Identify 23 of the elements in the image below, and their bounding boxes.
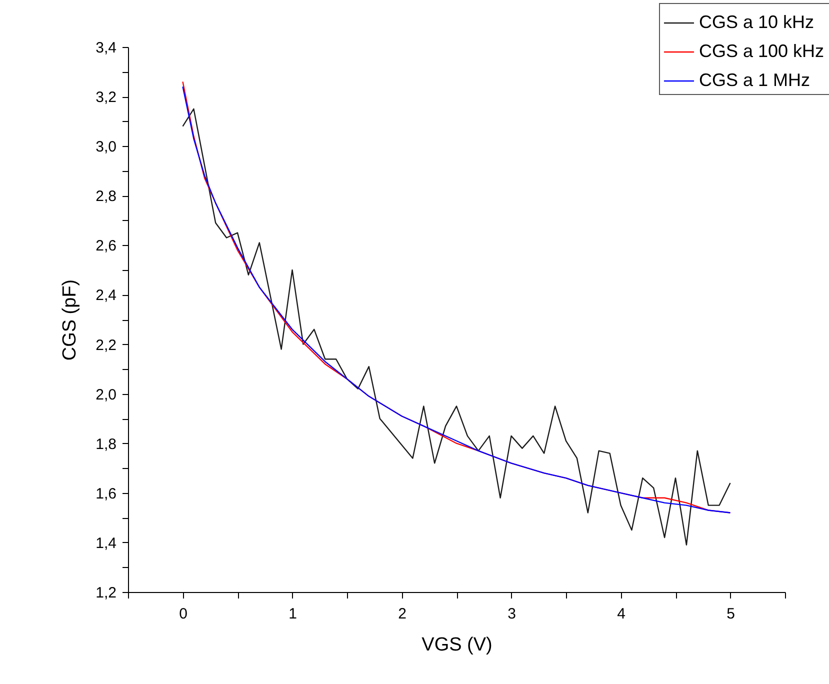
x-tick-label: 0 <box>179 606 188 622</box>
y-tick-label: 3,2 <box>96 89 116 106</box>
legend-label: CGS a 100 kHz <box>699 41 824 61</box>
x-tick-label: 3 <box>508 606 516 622</box>
y-tick-label: 2,4 <box>96 287 116 304</box>
legend-label: CGS a 10 kHz <box>699 12 814 32</box>
y-tick-label: 1,6 <box>96 485 116 502</box>
y-tick-label: 1,4 <box>96 534 116 552</box>
y-tick-label: 2,6 <box>96 238 116 255</box>
y-tick-label: 2,0 <box>96 386 116 404</box>
x-tick-label: 2 <box>398 606 406 622</box>
y-tick-label: 2,2 <box>96 336 116 354</box>
x-tick-label: 1 <box>288 606 297 622</box>
x-tick-label: 4 <box>617 606 626 622</box>
x-tick-label: 5 <box>726 606 735 622</box>
y-tick-label: 1,2 <box>96 584 116 602</box>
y-tick-label: 3,0 <box>96 138 116 156</box>
y-axis-title: CGS (pF) <box>60 279 81 361</box>
legend-label: CGS a 1 MHz <box>699 70 810 90</box>
x-axis-title: VGS (V) <box>422 634 492 656</box>
y-tick-label: 2,8 <box>96 188 116 206</box>
y-tick-label: 1,8 <box>96 436 116 453</box>
y-tick-label: 3,4 <box>96 40 116 56</box>
